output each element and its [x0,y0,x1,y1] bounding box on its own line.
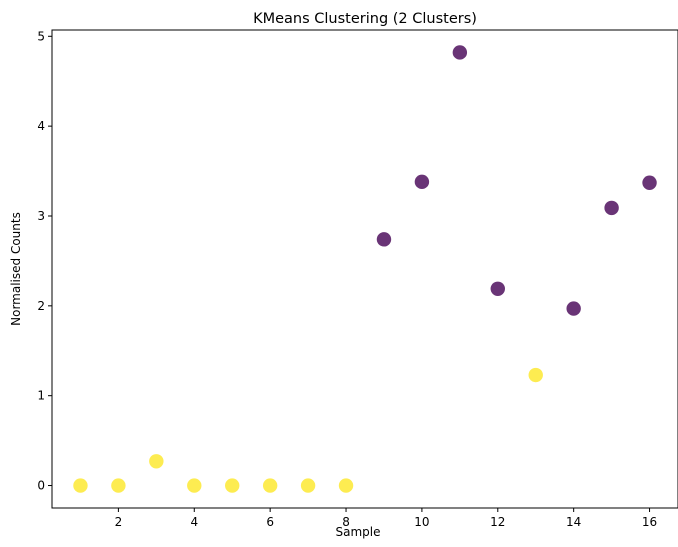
x-tick-label: 12 [490,515,505,529]
data-point [452,45,468,60]
y-tick-label: 4 [37,119,45,133]
plot-frame [51,29,678,509]
data-point [225,478,240,493]
data-point [187,478,202,493]
x-tick-label: 8 [342,515,350,529]
y-axis: 0 1 2 3 4 5 [37,29,52,493]
data-point [376,232,392,247]
x-tick-label: 2 [115,515,123,529]
x-axis: 2 4 6 8 10 12 14 16 [115,508,657,529]
data-point [642,175,657,190]
data-point [338,478,354,493]
data-points [73,45,657,493]
x-axis-label: Sample [336,525,381,539]
data-point [528,367,543,383]
data-point [604,200,619,216]
y-tick-label: 1 [37,389,45,403]
y-axis-label: Normalised Counts [9,212,23,326]
data-point [566,301,581,316]
y-tick-label: 5 [37,29,45,43]
x-tick-label: 10 [414,515,429,529]
data-point [300,478,316,493]
data-point [262,478,278,493]
chart-title: KMeans Clustering (2 Clusters) [253,11,477,27]
data-point [73,478,88,493]
x-tick-label: 6 [266,515,274,529]
data-point [414,174,430,190]
x-tick-label: 4 [190,515,198,529]
y-tick-label: 0 [37,479,45,493]
data-point [149,454,164,469]
data-point [111,478,126,493]
y-tick-label: 3 [37,209,45,223]
x-tick-label: 14 [566,515,581,529]
x-tick-label: 16 [642,515,657,529]
data-point [490,281,505,296]
y-tick-label: 2 [37,299,45,313]
